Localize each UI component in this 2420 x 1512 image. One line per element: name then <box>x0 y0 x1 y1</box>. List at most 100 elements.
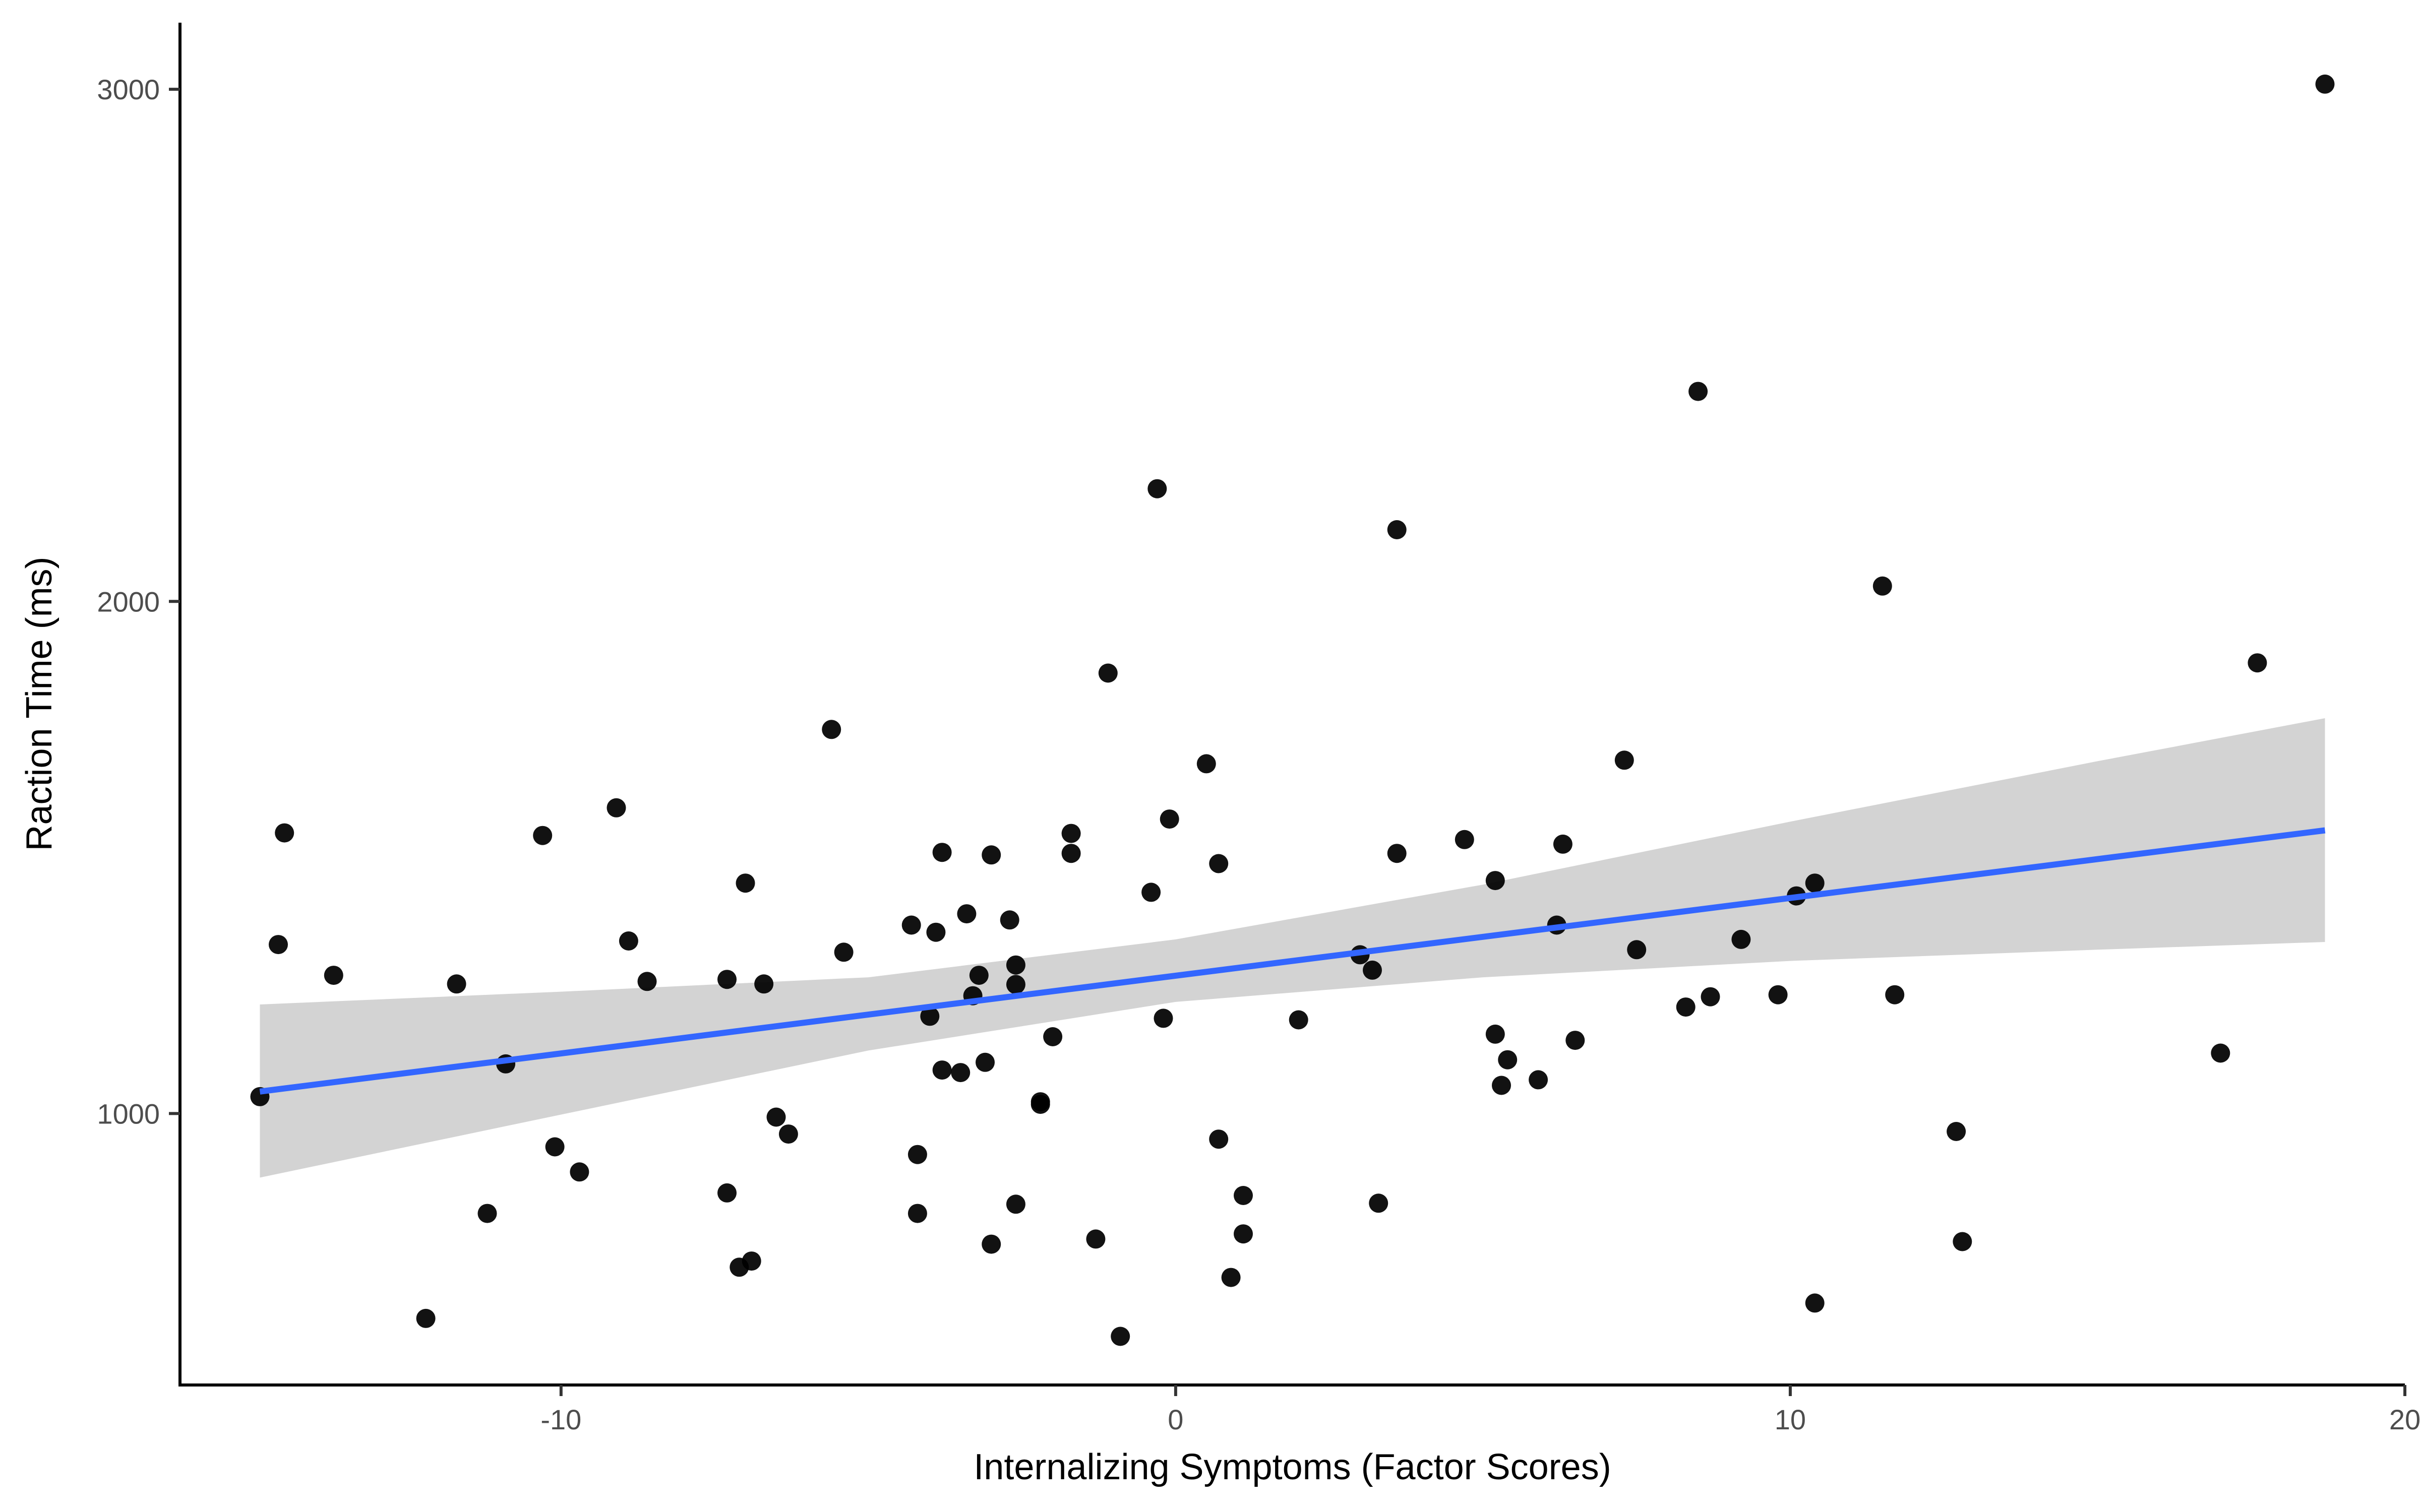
x-axis-ticks: -10 0 10 20 <box>540 1385 2420 1435</box>
data-point <box>1234 1224 1253 1244</box>
data-point <box>1061 844 1081 863</box>
data-point <box>1006 1194 1025 1214</box>
x-tick-label: 10 <box>1775 1404 1806 1435</box>
data-point <box>1885 985 1905 1004</box>
data-points-layer <box>250 74 2335 1346</box>
data-point <box>957 904 977 924</box>
data-point <box>908 1145 927 1164</box>
data-point <box>1872 576 1892 596</box>
data-point <box>570 1162 589 1182</box>
data-point <box>1289 1010 1308 1030</box>
x-tick-label: 0 <box>1168 1404 1183 1435</box>
data-point <box>1492 1076 1511 1095</box>
data-point <box>1147 479 1167 498</box>
data-point <box>1221 1268 1241 1287</box>
data-point <box>766 1107 786 1127</box>
confidence-band-layer <box>260 718 2325 1178</box>
data-point <box>926 922 946 942</box>
y-tick-label: 2000 <box>97 586 160 617</box>
data-point <box>778 1124 798 1144</box>
data-point <box>1627 940 1647 960</box>
data-point <box>619 931 638 951</box>
fit-line-layer <box>259 827 2326 1095</box>
data-point <box>1160 809 1179 829</box>
data-point <box>932 843 952 862</box>
data-point <box>1953 1232 1972 1251</box>
data-point <box>533 826 553 845</box>
data-point <box>2315 74 2335 94</box>
data-point <box>447 974 466 994</box>
data-point <box>1369 1193 1388 1213</box>
data-point <box>908 1204 927 1223</box>
data-point <box>1614 750 1634 770</box>
data-point <box>416 1308 436 1328</box>
data-point <box>1498 1050 1518 1069</box>
data-point <box>736 873 755 893</box>
data-point <box>951 1063 971 1083</box>
data-point <box>1006 955 1025 975</box>
data-point <box>932 1060 952 1080</box>
data-point <box>1086 1229 1106 1249</box>
data-point <box>1387 844 1407 863</box>
data-point <box>920 1006 940 1026</box>
data-point <box>1387 520 1407 539</box>
y-axis-ticks: 1000 2000 3000 <box>97 74 180 1129</box>
regression-line <box>259 827 2326 1095</box>
data-point <box>1565 1031 1585 1050</box>
data-point <box>901 915 921 935</box>
data-point <box>982 845 1001 865</box>
data-point <box>1006 975 1025 994</box>
data-point <box>269 935 288 955</box>
x-axis-title: Internalizing Symptoms (Factor Scores) <box>974 1447 1611 1487</box>
data-point <box>976 1052 995 1072</box>
data-point <box>1196 754 1216 774</box>
data-point <box>1805 873 1825 893</box>
data-point <box>717 970 737 989</box>
data-point <box>1000 910 1019 930</box>
data-point <box>1529 1070 1548 1090</box>
data-point <box>2211 1043 2230 1063</box>
data-point <box>717 1183 737 1203</box>
x-tick-label: -10 <box>540 1404 581 1435</box>
data-point <box>1031 1092 1050 1112</box>
data-point <box>1111 1327 1130 1346</box>
confidence-band <box>260 718 2325 1178</box>
y-tick-label: 1000 <box>97 1098 160 1129</box>
data-point <box>1363 960 1382 980</box>
data-point <box>1455 830 1474 849</box>
data-point <box>1098 663 1118 683</box>
data-point <box>1209 1129 1229 1149</box>
data-point <box>1141 883 1161 902</box>
data-point <box>1154 1009 1173 1028</box>
data-point <box>1768 985 1788 1004</box>
data-point <box>754 974 774 994</box>
data-point <box>607 798 626 817</box>
data-point <box>822 720 841 739</box>
data-point <box>1485 1024 1505 1044</box>
data-point <box>2248 653 2267 673</box>
data-point <box>1701 987 1720 1006</box>
data-point <box>275 823 294 843</box>
axes: 1000 2000 3000 -10 0 10 20 <box>97 23 2420 1435</box>
data-point <box>742 1251 761 1271</box>
y-tick-label: 3000 <box>97 74 160 105</box>
data-point <box>969 966 989 985</box>
data-point <box>545 1137 565 1157</box>
data-point <box>1061 824 1081 843</box>
data-point <box>1209 854 1229 873</box>
x-tick-label: 20 <box>2389 1404 2420 1435</box>
data-point <box>1688 382 1708 401</box>
data-point <box>1676 997 1696 1017</box>
data-point <box>1485 871 1505 891</box>
data-point <box>477 1204 497 1223</box>
data-point <box>834 942 854 962</box>
data-point <box>1043 1027 1063 1046</box>
data-point <box>1731 929 1751 949</box>
data-point <box>1553 834 1572 854</box>
data-point <box>1805 1293 1825 1313</box>
data-point <box>324 966 343 985</box>
data-point <box>982 1234 1001 1254</box>
data-point <box>637 972 657 991</box>
y-axis-title: Raction Time (ms) <box>19 556 59 851</box>
